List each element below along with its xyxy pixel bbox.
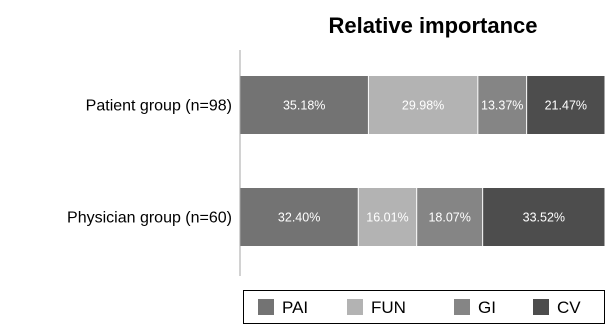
legend-label-gi: GI [478, 298, 496, 317]
chart-title: Relative importance [328, 13, 537, 38]
data-label-fun-2: 16.01% [366, 211, 408, 225]
legend-label-cv: CV [557, 298, 581, 317]
data-label-fun-1: 29.98% [402, 99, 444, 113]
bar-cv-1 [527, 76, 605, 134]
data-label-pai-2: 32.40% [278, 211, 320, 225]
bar-cv-2 [483, 188, 605, 246]
bar-pai-1 [240, 76, 368, 134]
bar-gi-2 [417, 188, 483, 246]
legend-label-fun: FUN [371, 298, 406, 317]
bar-fun-1 [368, 76, 478, 134]
legend-swatch-cv [533, 299, 549, 315]
legend-label-pai: PAI [282, 298, 308, 317]
legend-swatch-gi [454, 299, 470, 315]
category-label-2: Physician group (n=60) [67, 210, 232, 227]
data-label-cv-1: 21.47% [545, 99, 587, 113]
data-label-gi-2: 18.07% [428, 211, 470, 225]
bar-pai-2 [240, 188, 358, 246]
category-labels: Patient group (n=98) Physician group (n=6… [67, 98, 232, 227]
bars: 35.18% 29.98% 13.37% 21.47% 32.40% 16.01% 18.0… [240, 76, 605, 246]
bar-fun-2 [358, 188, 417, 246]
category-label-1: Patient group (n=98) [86, 98, 232, 115]
legend-swatch-fun [347, 299, 363, 315]
data-label-pai-1: 35.18% [283, 99, 325, 113]
legend-swatch-pai [258, 299, 274, 315]
legend: PAI FUN GI CV [243, 290, 605, 324]
data-label-gi-1: 13.37% [481, 99, 523, 113]
bar-gi-1 [478, 76, 527, 134]
data-label-cv-2: 33.52% [523, 211, 565, 225]
